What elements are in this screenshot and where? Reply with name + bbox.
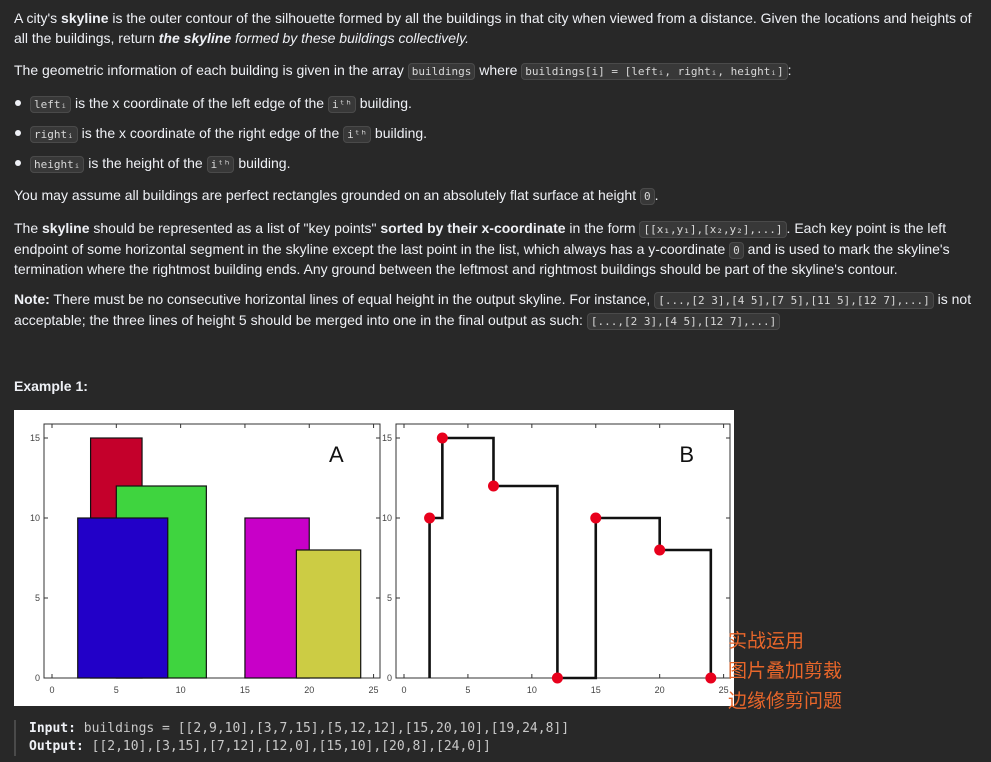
keypoints-code: [[x₁,y₁],[x₂,y₂],...] bbox=[639, 221, 787, 238]
bullet-text: building. bbox=[234, 155, 291, 171]
y-tick-label: 15 bbox=[30, 433, 40, 443]
rep-text: and is used to mark the skyline's termin… bbox=[14, 240, 950, 278]
x-tick-label: 0 bbox=[49, 685, 54, 695]
bullet-text: is the height of the bbox=[84, 155, 207, 171]
left-code: leftᵢ bbox=[30, 96, 72, 113]
assume-text-2: . bbox=[654, 187, 659, 203]
x-tick-label: 20 bbox=[655, 685, 665, 695]
geo-text-2: where bbox=[475, 62, 522, 78]
x-tick-label: 25 bbox=[369, 685, 379, 695]
watermark-overlay: 实战运用 图片叠加剪裁 边缘修剪问题 bbox=[728, 626, 842, 716]
ith-code: iᵗʰ bbox=[343, 126, 372, 143]
key-point-7 bbox=[705, 672, 717, 684]
building-3 bbox=[77, 517, 169, 679]
y-tick-label: 0 bbox=[35, 673, 40, 683]
x-tick-label: 25 bbox=[719, 685, 729, 695]
overlay-line: 实战运用 bbox=[728, 630, 805, 652]
intro-paragraph: A city's skyline is the outer contour of… bbox=[14, 9, 979, 48]
intro-text-2: is the outer contour of the silhouette f… bbox=[14, 10, 972, 46]
the-skyline-term: the skyline bbox=[158, 29, 232, 46]
y-tick-label: 5 bbox=[35, 593, 40, 603]
skyline-figure-svg: 0 5 10 15 20 25 0 5 10 15 A 0 5 10 15 20 25 0 5 10 15 B bbox=[30, 423, 731, 695]
definition-list: leftᵢ is the x coordinate of the left ed… bbox=[14, 92, 427, 182]
output-line: Output: [[2,10],[3,15],[7,12],[12,0],[15… bbox=[29, 738, 749, 756]
input-line: Input: buildings = [[2,9,10],[3,7,15],[5… bbox=[29, 720, 749, 738]
rep-text: . Each key point is the left endpoint of… bbox=[14, 220, 947, 257]
overlay-line: 边缘修剪问题 bbox=[728, 690, 843, 712]
list-item: rightᵢ is the x coordinate of the right … bbox=[14, 122, 427, 152]
buildings-i-code: buildings[i] = [leftᵢ, rightᵢ, heightᵢ] bbox=[521, 63, 788, 80]
list-item: heightᵢ is the height of the iᵗʰ buildin… bbox=[14, 152, 427, 182]
bullet-text: building. bbox=[371, 125, 428, 141]
output-label: Output: bbox=[29, 739, 84, 754]
panel-label-a: A bbox=[329, 442, 344, 467]
y-tick-label: 0 bbox=[387, 673, 392, 683]
geometry-paragraph: The geometric information of each buildi… bbox=[14, 61, 791, 82]
rep-text: The bbox=[14, 220, 43, 236]
x-tick-label: 10 bbox=[176, 685, 186, 695]
y-tick-label: 10 bbox=[382, 513, 392, 523]
skyline-contour bbox=[428, 436, 713, 680]
bad-example-code: [...,[2 3],[4 5],[7 5],[11 5],[12 7],...… bbox=[654, 292, 934, 309]
key-point-4 bbox=[551, 672, 563, 684]
note-paragraph: Note: There must be no consecutive horiz… bbox=[14, 290, 979, 331]
x-tick-label: 5 bbox=[465, 685, 470, 695]
x-tick-label: 5 bbox=[114, 685, 119, 695]
representation-paragraph: The skyline should be represented as a l… bbox=[14, 219, 979, 280]
x-tick-label: 20 bbox=[304, 685, 314, 695]
input-value: buildings = [[2,9,10],[3,7,15],[5,12,12]… bbox=[75, 721, 570, 736]
y-tick-label: 15 bbox=[382, 433, 392, 443]
output-value: [[2,10],[3,15],[7,12],[12,0],[15,10],[20… bbox=[83, 739, 491, 754]
y-tick-label: 5 bbox=[387, 593, 392, 603]
note-label: Note: bbox=[14, 291, 50, 307]
intro-text: A city's bbox=[14, 10, 62, 26]
x-tick-label: 15 bbox=[591, 685, 601, 695]
assumption-paragraph: You may assume all buildings are perfect… bbox=[14, 186, 659, 207]
ith-code: iᵗʰ bbox=[206, 156, 235, 173]
height-code: heightᵢ bbox=[30, 156, 85, 173]
list-item: leftᵢ is the x coordinate of the left ed… bbox=[14, 92, 427, 122]
input-label: Input: bbox=[29, 721, 76, 736]
x-tick-label: 10 bbox=[527, 685, 537, 695]
assume-text: You may assume all buildings are perfect… bbox=[14, 187, 640, 203]
geo-text: The geometric information of each buildi… bbox=[14, 62, 408, 78]
key-point-3 bbox=[487, 480, 499, 492]
key-point-2 bbox=[436, 432, 448, 444]
building-5 bbox=[295, 549, 362, 679]
bullet-text: is the x coordinate of the right edge of… bbox=[77, 125, 344, 141]
x-tick-label: 0 bbox=[401, 685, 406, 695]
key-point-5 bbox=[590, 512, 602, 524]
y-tick-label: 10 bbox=[30, 513, 40, 523]
key-point-1 bbox=[424, 512, 436, 524]
geo-text-3: : bbox=[787, 62, 792, 78]
good-example-code: [...,[2 3],[4 5],[12 7],...] bbox=[586, 312, 781, 330]
intro-text-3: formed by these buildings collectively. bbox=[231, 29, 469, 46]
right-code: rightᵢ bbox=[30, 126, 78, 143]
zero-code: 0 bbox=[639, 188, 655, 205]
buildings-code: buildings bbox=[407, 63, 476, 80]
sorted-term: sorted by their x-coordinate bbox=[380, 220, 566, 236]
example-io: Input: buildings = [[2,9,10],[3,7,15],[5… bbox=[14, 720, 749, 756]
rep-text: should be represented as a list of "key … bbox=[89, 220, 381, 236]
note-text: There must be no consecutive horizontal … bbox=[49, 291, 655, 307]
ith-code: iᵗʰ bbox=[327, 96, 356, 113]
example-figure: 0 5 10 15 20 25 0 5 10 15 A 0 5 10 15 20 25 0 5 10 15 B bbox=[14, 410, 734, 706]
panel-frame bbox=[43, 423, 381, 679]
rep-text: in the form bbox=[565, 220, 640, 236]
key-point-6 bbox=[654, 544, 666, 556]
overlay-line: 图片叠加剪裁 bbox=[728, 660, 843, 682]
bullet-text: building. bbox=[355, 95, 412, 111]
bullet-text: is the x coordinate of the left edge of … bbox=[71, 95, 328, 111]
skyline-term: skyline bbox=[42, 220, 90, 236]
example-title: Example 1: bbox=[14, 378, 88, 394]
panel-label-b: B bbox=[679, 442, 694, 467]
zero-code: 0 bbox=[729, 241, 744, 259]
skyline-term: skyline bbox=[61, 10, 109, 26]
x-tick-label: 15 bbox=[240, 685, 250, 695]
note-text: is not acceptable; the three lines of he… bbox=[14, 291, 972, 328]
